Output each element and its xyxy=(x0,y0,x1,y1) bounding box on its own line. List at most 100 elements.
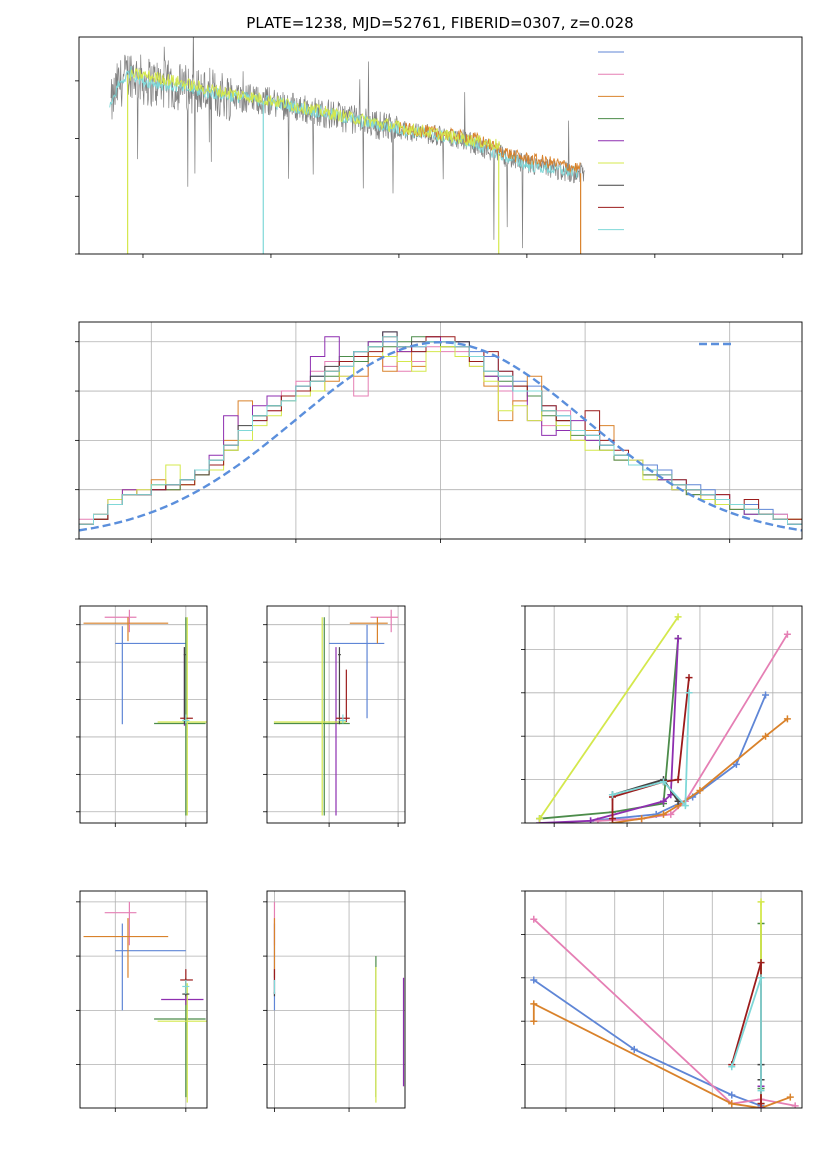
errorbar-point xyxy=(154,977,206,1098)
weight-line xyxy=(612,692,690,808)
errorbar-point xyxy=(336,669,350,722)
errorbar-point xyxy=(157,983,207,1103)
weight-marker xyxy=(530,1000,538,1008)
errorbar-point xyxy=(115,923,186,1011)
weight-marker xyxy=(660,810,667,818)
errorbar-point xyxy=(183,647,186,725)
axes-frame xyxy=(79,605,208,824)
weight-marker xyxy=(660,778,667,786)
legend xyxy=(598,51,624,231)
weight-marker xyxy=(696,786,704,794)
weight-marker xyxy=(608,791,616,799)
weight-marker xyxy=(530,915,538,923)
errorbar-point xyxy=(104,901,137,946)
weight-line xyxy=(532,1002,791,1108)
weight-line xyxy=(538,616,679,820)
weight-marker xyxy=(608,815,616,823)
weight-line xyxy=(730,977,762,1091)
errorbar-point xyxy=(154,617,206,816)
errorbar-point xyxy=(329,624,385,719)
errorbar-point xyxy=(104,609,137,633)
model-spectrum xyxy=(129,67,501,150)
plot-area xyxy=(83,609,207,816)
axes-frame xyxy=(78,36,803,255)
errorbar-point xyxy=(338,647,341,725)
axes-frame xyxy=(524,605,803,824)
weight-marker xyxy=(783,715,791,723)
weight-marker xyxy=(530,976,538,984)
weight-marker xyxy=(757,1087,765,1095)
weight-marker xyxy=(728,1063,736,1071)
weight-marker xyxy=(783,630,791,638)
panel-spectrum xyxy=(75,36,803,258)
weight-line xyxy=(533,979,762,1107)
weight-marker xyxy=(674,776,682,784)
weight-line xyxy=(539,638,679,823)
errorbar-point xyxy=(370,609,399,633)
plot-area xyxy=(273,901,405,1103)
errorbar-point xyxy=(182,714,190,724)
weight-marker xyxy=(728,1091,736,1099)
plot-area xyxy=(79,331,802,539)
panel-age_vs_mass xyxy=(263,605,406,827)
axes-frame xyxy=(524,890,803,1109)
weight-marker xyxy=(685,689,693,697)
weight-marker xyxy=(791,1102,799,1108)
weight-marker xyxy=(536,815,544,823)
weight-line xyxy=(730,962,762,1104)
weight-line xyxy=(533,918,796,1107)
weight-marker xyxy=(728,1100,736,1108)
panel-age_vs_Z xyxy=(76,605,208,827)
weight-marker xyxy=(638,815,646,823)
errorbar-point xyxy=(157,617,207,816)
errorbar-point xyxy=(339,714,347,724)
axes-frame xyxy=(266,890,406,1109)
weight-marker xyxy=(757,898,765,906)
model-spectrum xyxy=(109,66,579,179)
panel-weight_vs_age xyxy=(521,605,803,827)
plot-area xyxy=(109,37,585,254)
weight-marker xyxy=(587,817,595,823)
panel-weight_vs_Z xyxy=(521,890,803,1112)
errorbar-point xyxy=(180,969,193,995)
weight-marker xyxy=(681,802,689,810)
normal-curve xyxy=(79,340,802,532)
weight-marker xyxy=(674,635,682,643)
weight-marker xyxy=(762,691,770,699)
weight-marker xyxy=(786,1093,794,1101)
axes-frame xyxy=(79,890,208,1109)
weight-marker xyxy=(757,959,765,967)
weight-marker xyxy=(732,760,740,768)
weight-marker xyxy=(757,974,765,982)
weight-marker xyxy=(630,1045,638,1053)
errorbar-point xyxy=(83,918,169,978)
weight-line xyxy=(590,694,767,822)
errorbar-point xyxy=(349,617,388,644)
errorbar-point xyxy=(161,994,204,1005)
data-spectrum xyxy=(110,37,585,249)
errorbar-point xyxy=(115,626,186,725)
plot-area xyxy=(83,901,207,1103)
panel-mass_vs_ebv xyxy=(263,890,406,1112)
panel-mass_vs_Z xyxy=(76,890,208,1112)
weight-marker xyxy=(685,674,693,682)
errorbar-point xyxy=(273,617,347,816)
errorbar-point xyxy=(182,979,190,995)
figure-title: PLATE=1238, MJD=52761, FIBERID=0307, z=0… xyxy=(246,14,633,32)
weight-marker xyxy=(757,1100,765,1108)
axes-frame xyxy=(78,321,803,540)
errorbar-point xyxy=(83,617,169,642)
weight-marker xyxy=(660,797,667,805)
weight-marker xyxy=(667,810,675,818)
weight-marker xyxy=(530,1017,538,1025)
axes-frame xyxy=(266,605,406,824)
weight-line xyxy=(539,638,679,820)
panel-residuals xyxy=(75,321,803,543)
errorbar-point xyxy=(273,617,350,816)
weight-marker xyxy=(762,732,770,740)
plot-area xyxy=(273,609,399,816)
weight-marker xyxy=(674,613,682,621)
plot-area xyxy=(530,898,799,1108)
errorbar-point xyxy=(334,647,338,816)
